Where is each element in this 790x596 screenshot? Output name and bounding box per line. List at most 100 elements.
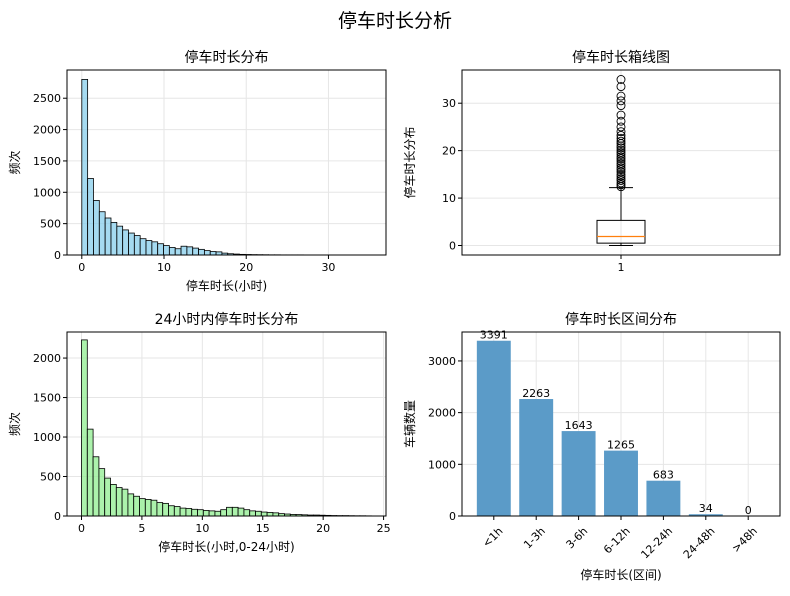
- y-axis-label: 频次: [8, 412, 22, 436]
- histogram-bar: [175, 249, 181, 255]
- histogram-bar: [116, 488, 122, 516]
- histogram-bar: [174, 507, 180, 516]
- bar: [646, 481, 680, 516]
- histogram-bar: [111, 484, 117, 516]
- histogram-bar: [169, 247, 175, 255]
- x-axis-label: 停车时长(小时,0-24小时): [158, 539, 294, 554]
- histogram-bar: [209, 511, 215, 516]
- y-tick-label: 500: [40, 218, 61, 231]
- histogram-bar: [221, 510, 227, 516]
- x-tick-label: 3-6h: [564, 525, 591, 552]
- y-tick-label: 0: [449, 240, 456, 253]
- histogram-bar: [181, 246, 187, 255]
- x-tick-label: 25: [377, 522, 391, 535]
- x-tick-label: 24-48h: [681, 525, 718, 562]
- histogram-bar: [158, 244, 164, 255]
- histogram-bar: [227, 507, 233, 516]
- panel-title: 24小时内停车时长分布: [155, 311, 299, 328]
- histogram-bar: [164, 246, 170, 255]
- histogram-bar: [187, 247, 193, 255]
- y-tick-label: 2000: [33, 352, 61, 365]
- bar-value-label: 3391: [480, 329, 508, 342]
- x-tick-label: 1: [618, 261, 625, 274]
- x-tick-label: 0: [78, 522, 85, 535]
- y-tick-label: 1500: [33, 392, 61, 405]
- y-tick-label: 1500: [33, 155, 61, 168]
- histogram-bar: [193, 248, 199, 255]
- histogram-bar: [82, 79, 88, 255]
- histogram-bar: [203, 510, 209, 516]
- x-tick-label: 15: [256, 522, 270, 535]
- bar-value-label: 34: [699, 502, 713, 515]
- histogram-bar: [192, 509, 198, 516]
- histogram-bar: [186, 508, 192, 516]
- y-tick-label: 1000: [428, 458, 456, 471]
- histogram-bar: [140, 499, 146, 516]
- histogram-bar: [261, 512, 267, 516]
- x-tick-label: <1h: [480, 525, 506, 551]
- histogram-bar: [151, 500, 157, 516]
- histogram-bar: [105, 478, 111, 516]
- histogram-bar: [199, 249, 205, 255]
- y-tick-label: 3000: [428, 355, 456, 368]
- histogram-bar: [128, 494, 134, 516]
- histogram-bar: [111, 222, 117, 255]
- y-axis-label: 频次: [8, 150, 22, 174]
- histogram-bar: [238, 508, 244, 516]
- histogram-bar: [180, 508, 186, 516]
- histogram-bar: [134, 496, 140, 516]
- histogram-bar: [152, 242, 158, 255]
- bar-value-label: 2263: [522, 387, 550, 400]
- histogram-bar: [117, 226, 123, 255]
- x-tick-label: 20: [239, 261, 253, 274]
- y-tick-label: 10: [442, 192, 456, 205]
- y-axis-label: 停车时长分布: [402, 126, 417, 198]
- histogram-bar: [250, 511, 256, 516]
- histogram-bar: [204, 251, 210, 255]
- histogram-bar: [123, 230, 129, 255]
- y-axis-label: 车辆数量: [402, 400, 417, 448]
- y-tick-label: 500: [40, 471, 61, 484]
- y-tick-label: 20: [442, 145, 456, 158]
- bar: [519, 399, 553, 516]
- histogram-bar: [244, 510, 250, 516]
- histogram-bar: [99, 469, 105, 516]
- x-tick-label: >48h: [729, 525, 760, 556]
- histogram-bar: [198, 510, 204, 516]
- x-axis-label: 停车时长(区间): [580, 567, 661, 582]
- histogram-bar: [122, 489, 128, 516]
- histogram-bar: [140, 239, 146, 255]
- histogram-bar: [105, 218, 111, 255]
- bar-value-label: 0: [745, 504, 752, 517]
- y-tick-label: 1000: [33, 431, 61, 444]
- y-tick-label: 0: [54, 510, 61, 523]
- histogram-bar: [128, 233, 134, 255]
- x-axis-label: 停车时长(小时): [186, 278, 267, 293]
- histogram-bar: [93, 457, 99, 516]
- x-tick-label: 30: [321, 261, 335, 274]
- bar-value-label: 1643: [565, 419, 593, 432]
- bar-value-label: 1265: [607, 439, 635, 452]
- y-tick-label: 2000: [33, 124, 61, 137]
- y-tick-label: 30: [442, 97, 456, 110]
- bar: [477, 341, 511, 516]
- y-tick-label: 1000: [33, 186, 61, 199]
- histogram-bar: [93, 200, 99, 255]
- x-tick-label: 6-12h: [601, 525, 633, 557]
- bar-value-label: 683: [653, 469, 674, 482]
- x-tick-label: 20: [316, 522, 330, 535]
- panel-title: 停车时长箱线图: [572, 49, 670, 66]
- histogram-bar: [87, 429, 93, 516]
- histogram-bar: [232, 507, 238, 516]
- histogram-bar: [134, 236, 140, 255]
- bar: [604, 451, 638, 516]
- figure-title: 停车时长分析: [338, 10, 452, 32]
- x-tick-label: 0: [78, 261, 85, 274]
- y-tick-label: 0: [449, 510, 456, 523]
- histogram-bar: [146, 241, 152, 255]
- histogram-bar: [169, 506, 175, 516]
- x-tick-label: 1-3h: [521, 525, 548, 552]
- histogram-bar: [145, 499, 151, 516]
- histogram-bar: [157, 503, 163, 516]
